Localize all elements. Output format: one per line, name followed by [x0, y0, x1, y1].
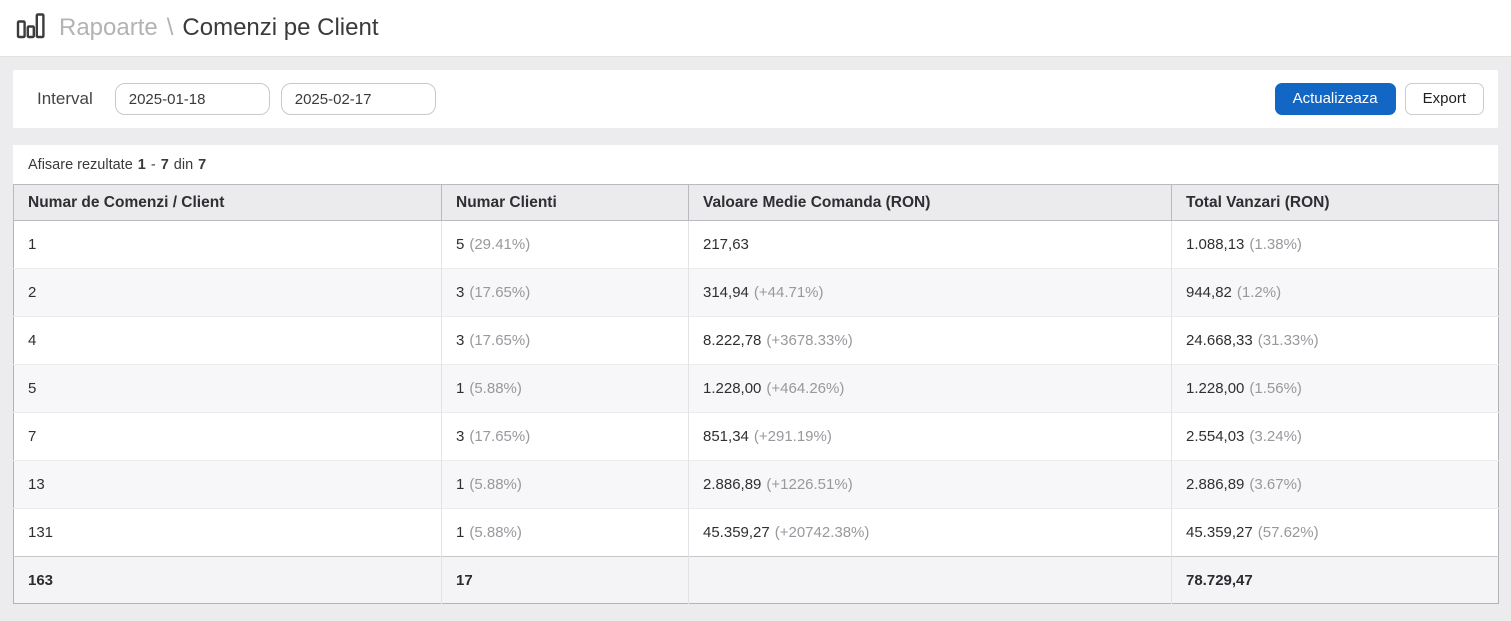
column-header-total-sales: Total Vanzari (RON): [1171, 184, 1499, 221]
cell-clients: 1 (5.88%): [441, 460, 689, 509]
results-info-prefix: Afisare rezultate: [28, 156, 133, 173]
column-header-orders-per-client: Numar de Comenzi / Client: [13, 184, 442, 221]
cell-clients: 3 (17.65%): [441, 316, 689, 365]
interval-label: Interval: [37, 89, 93, 108]
cell-orders-per-client: 2: [13, 268, 442, 317]
results-info: Afisare rezultate 1 - 7 din 7: [13, 145, 1498, 184]
results-total: 7: [198, 156, 207, 173]
cell-orders-per-client: 1: [28, 236, 37, 253]
cell-avg-order: 314,94 (+44.71%): [688, 268, 1172, 317]
cell-clients: 1 (5.88%): [441, 364, 689, 413]
column-header-clients: Numar Clienti: [441, 184, 689, 221]
cell-clients: 3 (17.65%): [441, 412, 689, 461]
cell-total-sales: 944,82 (1.2%): [1171, 268, 1499, 317]
results-dash: -: [150, 156, 156, 173]
filter-bar: Interval Actualizeaza Export: [13, 70, 1498, 128]
cell-clients: 1 (5.88%): [441, 508, 689, 557]
table-header-row: Numar de Comenzi / Client Numar Clienti …: [13, 184, 1499, 221]
cell-orders-per-client: 7: [13, 412, 442, 461]
update-button[interactable]: Actualizeaza: [1274, 83, 1396, 115]
results-from: 1: [137, 156, 146, 173]
table-footer-row: 163 17 78.729,47: [13, 556, 1499, 604]
table-row: 5 1 (5.88%) 1.228,00 (+464.26%) 1.228,00 (1.56…: [13, 364, 1499, 413]
table-row: 2 3 (17.65%) 314,94 (+44.71%) 944,82 (1.2%): [13, 268, 1499, 317]
cell-orders-per-client: 13: [13, 460, 442, 509]
bar-chart-icon: [16, 12, 47, 45]
column-header-avg-order: Valoare Medie Comanda (RON): [688, 184, 1172, 221]
table-row: 4 3 (17.65%) 8.222,78 (+3678.33%) 24.668,33 (3…: [13, 316, 1499, 365]
cell-orders-per-client: 4: [13, 316, 442, 365]
footer-avg-order-total: [688, 556, 1172, 604]
cell-avg-order: 851,34 (+291.19%): [688, 412, 1172, 461]
footer-orders-total: 163: [13, 556, 442, 604]
breadcrumb-separator: \: [166, 14, 174, 41]
page-title: Comenzi pe Client: [182, 14, 379, 41]
footer-sales-total: 78.729,47: [1171, 556, 1499, 604]
cell-orders-per-client: 5: [13, 364, 442, 413]
cell-total-sales: 1.088,13 (1.38%): [1171, 220, 1499, 269]
cell-orders-per-client: 131: [13, 508, 442, 557]
date-to-input[interactable]: [280, 83, 436, 115]
top-bar: Rapoarte \ Comenzi pe Client: [0, 0, 1511, 57]
results-of-word: din: [173, 156, 194, 173]
cell-total-sales: 24.668,33 (31.33%): [1171, 316, 1499, 365]
export-button[interactable]: Export: [1404, 83, 1484, 115]
cell-avg-order: 45.359,27 (+20742.38%): [688, 508, 1172, 557]
cell-clients: 3 (17.65%): [441, 268, 689, 317]
cell-total-sales: 1.228,00 (1.56%): [1171, 364, 1499, 413]
cell-clients: 5 (29.41%): [441, 220, 689, 269]
cell-total-sales: 2.554,03 (3.24%): [1171, 412, 1499, 461]
table-row: 13 1 (5.88%) 2.886,89 (+1226.51%) 2.886,89 (3.…: [13, 460, 1499, 509]
report-table: Numar de Comenzi / Client Numar Clienti …: [13, 184, 1499, 604]
table-row: 1 5 (29.41%) 217,63 1.088,13 (1.38%): [14, 220, 1499, 269]
cell-total-sales: 45.359,27 (57.62%): [1171, 508, 1499, 557]
cell-avg-order: 8.222,78 (+3678.33%): [688, 316, 1172, 365]
cell-total-sales: 2.886,89 (3.67%): [1171, 460, 1499, 509]
footer-clients-total: 17: [441, 556, 689, 604]
table-row: 131 1 (5.88%) 45.359,27 (+20742.38%) 45.359,2…: [13, 508, 1499, 557]
cell-avg-order: 1.228,00 (+464.26%): [688, 364, 1172, 413]
table-body: 1 5 (29.41%) 217,63 1.088,13 (1.38%) 2 3 (17.65%…: [13, 220, 1499, 557]
table-row: 7 3 (17.65%) 851,34 (+291.19%) 2.554,03 (3.24%…: [13, 412, 1499, 461]
results-to: 7: [160, 156, 169, 173]
breadcrumb-rapoarte[interactable]: Rapoarte: [59, 14, 158, 41]
results-card: Afisare rezultate 1 - 7 din 7 Numar de C…: [13, 145, 1499, 604]
cell-avg-order: 2.886,89 (+1226.51%): [688, 460, 1172, 509]
date-from-input[interactable]: [114, 83, 270, 115]
cell-avg-order: 217,63: [688, 220, 1172, 269]
